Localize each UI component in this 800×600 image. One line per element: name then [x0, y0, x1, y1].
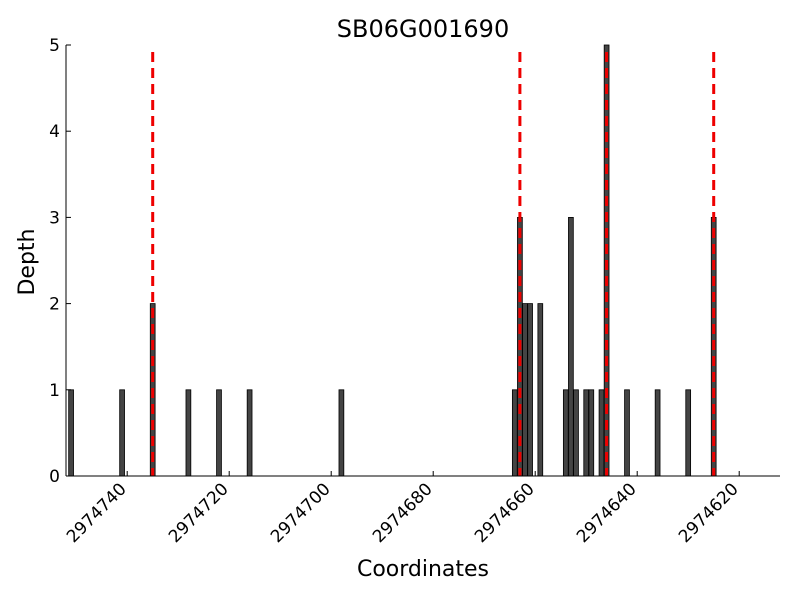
bar: [185, 389, 192, 477]
bar: [568, 216, 574, 477]
y-axis-label: Depth: [15, 228, 40, 295]
y-ticks-layer: 0 1 2 3 4 5: [49, 36, 71, 487]
bar: [511, 389, 518, 477]
bar: [588, 389, 595, 477]
y-tick-label: 2: [49, 295, 60, 315]
bar: [216, 389, 222, 477]
axes-layer: [65, 45, 780, 477]
y-tick-label: 3: [49, 208, 60, 228]
x-tick-label: 2974620: [675, 479, 743, 547]
x-ticks-layer: 2974740 2974720 2974700 2974680 2974660 29746…: [63, 471, 743, 547]
bar: [119, 389, 125, 477]
bar: [527, 303, 533, 477]
x-tick-label: 2974680: [369, 479, 437, 547]
y-tick-label: 5: [49, 36, 60, 56]
bar: [654, 389, 661, 477]
bar: [537, 303, 544, 477]
y-tick-label: 1: [49, 381, 60, 401]
x-axis-label: Coordinates: [357, 557, 489, 582]
bar: [338, 389, 345, 477]
bars-layer: [68, 44, 717, 477]
x-tick-label: 2974740: [63, 479, 131, 547]
bar: [624, 389, 630, 477]
reference-lines-layer: [151, 52, 716, 476]
y-tick-label: 0: [49, 467, 60, 487]
y-tick-label: 4: [49, 122, 60, 142]
bar: [685, 389, 692, 477]
bar: [583, 389, 590, 477]
bar: [522, 303, 528, 477]
bar: [68, 389, 74, 477]
x-tick-label: 2974700: [267, 479, 335, 547]
bar: [573, 389, 579, 477]
bar: [598, 389, 605, 477]
bar: [246, 389, 253, 477]
chart-title: SB06G001690: [337, 15, 509, 43]
x-tick-label: 2974720: [165, 479, 233, 547]
x-tick-label: 2974640: [573, 479, 641, 547]
bar: [562, 389, 569, 477]
x-tick-label: 2974660: [471, 479, 539, 547]
